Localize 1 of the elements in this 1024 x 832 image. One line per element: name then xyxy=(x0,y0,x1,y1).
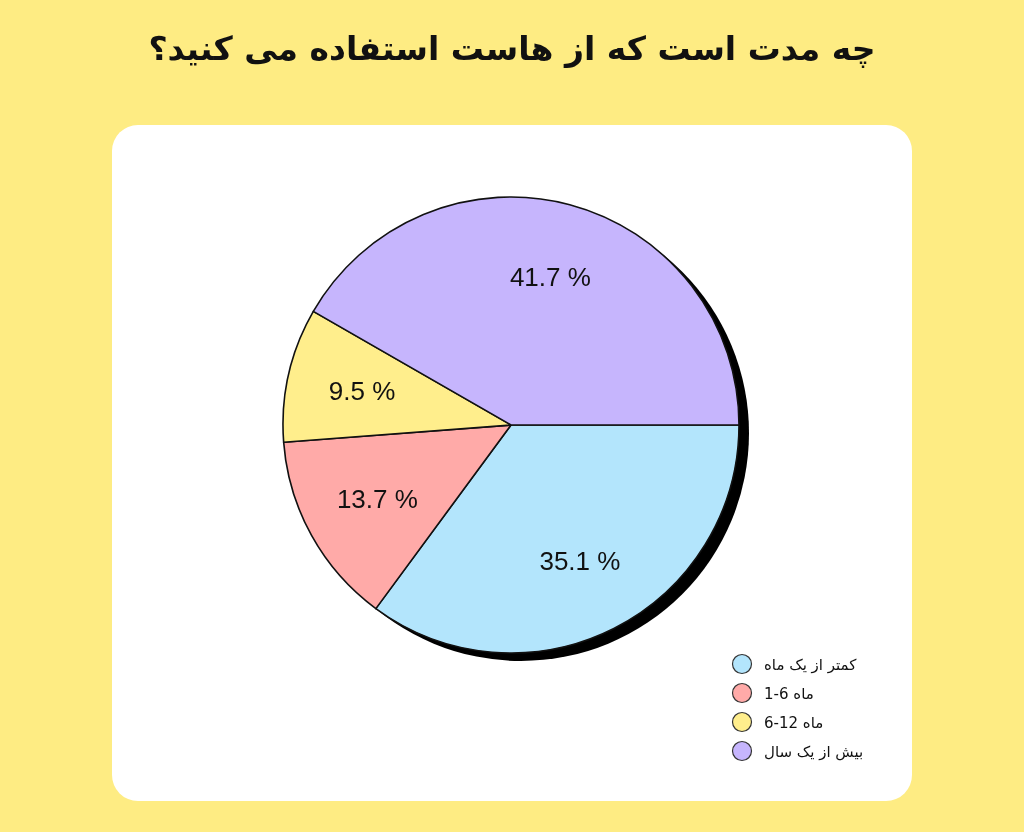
title: چه مدت است که از هاست استفاده می کنید؟ xyxy=(148,29,876,68)
